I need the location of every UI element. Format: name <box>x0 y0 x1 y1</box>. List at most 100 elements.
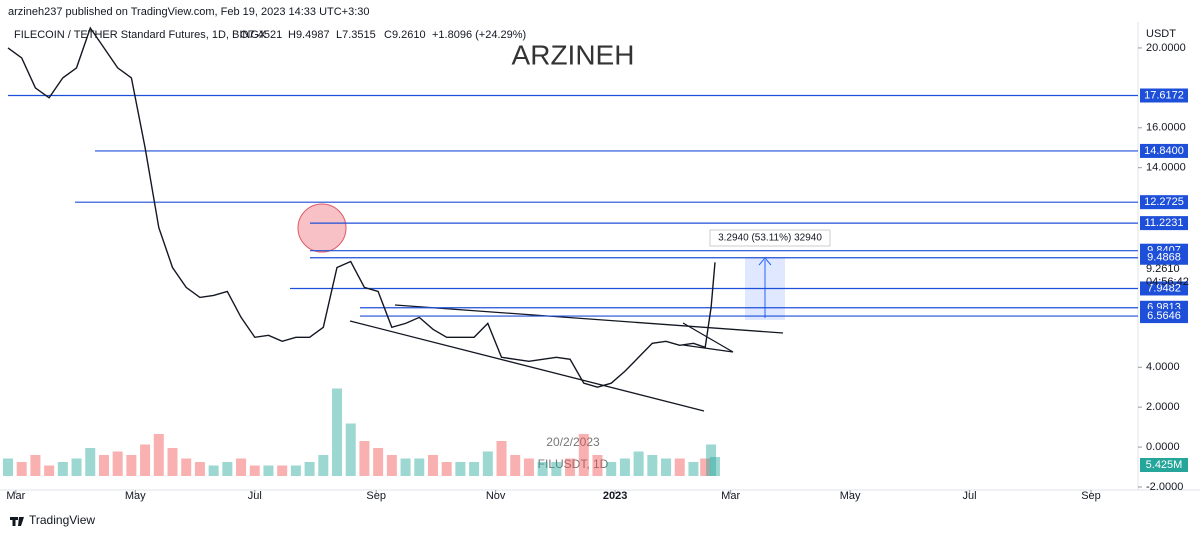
y-tick-label: 16.0000 <box>1146 122 1186 134</box>
symbol-name: FILECOIN / TETHER Standard Futures, 1D, … <box>14 29 267 41</box>
volume-bar <box>523 458 534 476</box>
change-value: +1.8096 (+24.29%) <box>432 29 526 41</box>
y-unit: USDT <box>1146 28 1176 40</box>
open-value: O7.4521 <box>240 29 282 41</box>
volume-bar <box>709 457 720 476</box>
level-label-box <box>1140 309 1188 324</box>
footer-brand: TradingView <box>29 513 95 527</box>
y-tick-label: 2.0000 <box>1146 401 1180 413</box>
volume-bar <box>510 455 521 476</box>
trend-lines <box>349 304 784 412</box>
volume-bar <box>236 458 247 476</box>
volume-bar <box>16 462 27 476</box>
volume-bar <box>98 455 109 476</box>
volume-bar <box>290 465 301 476</box>
x-tick-label: Sep <box>1081 490 1101 502</box>
published-info: arzineh237 published on TradingView.com,… <box>8 6 370 18</box>
watermark: ARZINEH <box>512 39 635 70</box>
measure-label: 3.2940 (53.11%) 32940 <box>718 233 822 244</box>
high-value: H9.4987 <box>288 29 330 41</box>
volume-bar <box>373 448 384 476</box>
level-label: 9.4868 <box>1147 252 1181 264</box>
volume-bar <box>427 455 438 476</box>
volume-bar <box>167 448 178 476</box>
volume-bar <box>537 462 548 476</box>
countdown-label: 04:56:42 <box>1146 276 1189 288</box>
x-tick-label: Mar <box>6 490 25 502</box>
x-tick-label: May <box>125 490 146 502</box>
y-tick-label: 4.0000 <box>1146 361 1180 373</box>
volume-bar <box>332 388 343 476</box>
volume-bar <box>674 458 685 476</box>
volume-bar <box>30 455 41 476</box>
volume-bar <box>208 465 219 476</box>
level-label: 17.6172 <box>1144 89 1184 101</box>
y-tick-label: 20.0000 <box>1146 42 1186 54</box>
level-label-box <box>1140 281 1188 296</box>
volume-bar <box>706 444 717 476</box>
volume-bar <box>496 441 507 476</box>
volume-bar <box>71 458 82 476</box>
symbol-annotation: FILUSDT, 1D <box>538 457 609 471</box>
volume-bar <box>318 455 329 476</box>
volume-bar <box>633 451 644 476</box>
volume-bar <box>277 465 288 476</box>
volume-bar <box>647 455 658 476</box>
volume-bar <box>222 462 233 476</box>
level-label: 7.9482 <box>1147 282 1181 294</box>
x-tick-label: May <box>840 490 861 502</box>
volume-bar <box>249 465 260 476</box>
volume-bar <box>400 458 411 476</box>
x-tick-label: Sep <box>366 490 386 502</box>
level-label-box <box>1140 216 1188 231</box>
volume-bar <box>112 451 123 476</box>
tv-logo <box>10 517 24 526</box>
volume-bar <box>85 448 96 476</box>
volume-bar <box>606 462 617 476</box>
volume-bar <box>578 434 589 476</box>
volume-bar <box>551 462 562 476</box>
x-tick-label: Mar <box>721 490 740 502</box>
volume-bar <box>44 465 55 476</box>
level-label: 14.8400 <box>1144 145 1184 157</box>
volume-bar <box>153 434 164 476</box>
volume-label: 5.425M <box>1146 459 1183 471</box>
volume-bar <box>263 465 274 476</box>
last-price-label: 9.2610 <box>1146 263 1180 275</box>
volume-bar <box>592 455 603 476</box>
volume-bar <box>359 441 370 476</box>
volume-bar <box>304 462 315 476</box>
level-label: 11.2231 <box>1145 217 1184 229</box>
x-tick-label: 2023 <box>603 490 627 502</box>
x-tick-label: Jul <box>963 490 977 502</box>
volume-bar <box>414 458 425 476</box>
volume-bar <box>345 423 356 476</box>
level-label: 12.2725 <box>1144 196 1184 208</box>
measure-label-box <box>709 229 831 247</box>
volume-bar <box>3 458 13 476</box>
volume-bar <box>455 462 466 476</box>
volume-bar <box>441 462 452 476</box>
level-label-box <box>1140 88 1188 103</box>
volume-bar <box>57 462 68 476</box>
level-label-box <box>1140 250 1188 265</box>
x-tick-label: Nov <box>486 490 506 502</box>
y-tick-label: -2.0000 <box>1146 481 1183 493</box>
volume-bar <box>194 462 205 476</box>
volume-bar <box>140 444 151 476</box>
date-annotation: 20/2/2023 <box>546 435 600 449</box>
volume-bar <box>661 458 672 476</box>
level-label: 6.5646 <box>1147 310 1181 322</box>
volume-bar <box>700 458 711 476</box>
volume-bar <box>386 455 397 476</box>
volume-bar <box>688 462 699 476</box>
volume-bar <box>619 458 630 476</box>
volume-bar <box>126 455 137 476</box>
price-line <box>7 26 716 388</box>
close-value: C9.2610 <box>384 29 426 41</box>
level-label-box <box>1140 195 1188 210</box>
volume-bar <box>482 451 493 476</box>
y-tick-label: 0.0000 <box>1146 441 1180 453</box>
volume-bar <box>181 458 192 476</box>
